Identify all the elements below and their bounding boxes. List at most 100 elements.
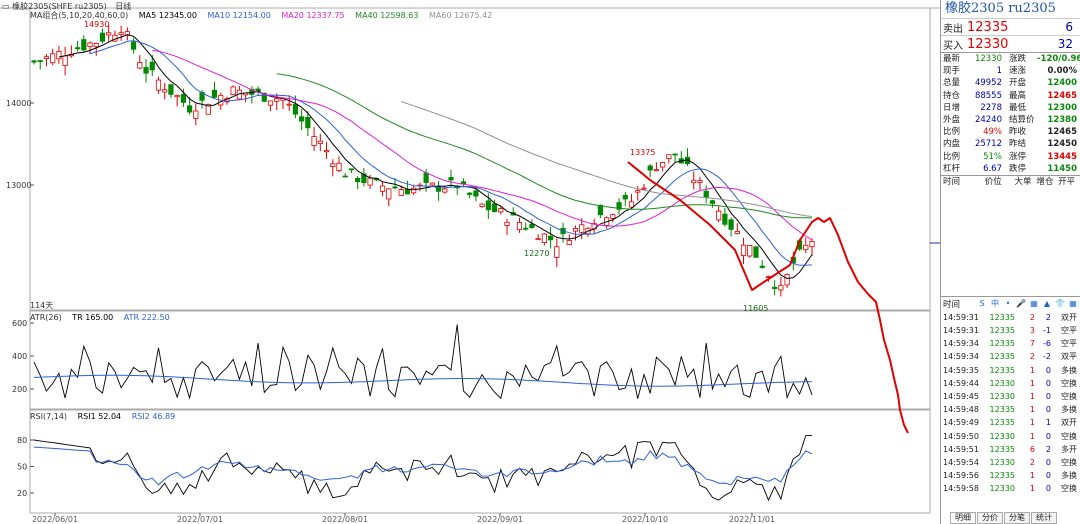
tick-type: 空换 <box>1061 431 1077 441</box>
date-tick-label: 2022/08/01 <box>322 515 368 524</box>
stat-value: 51% <box>983 151 1002 162</box>
candle-body <box>448 177 454 181</box>
tick-row[interactable]: 14:59:56 12335 1 0 多换 <box>941 469 1080 482</box>
drawn-trend-line <box>627 161 909 434</box>
stat-value: 49952 <box>974 78 1002 89</box>
tick-oi-change: 0 <box>1045 484 1051 494</box>
candle-body <box>323 150 330 153</box>
tick-list[interactable]: 14:59:31 12335 2 2 双开 14:59:31 12335 3 -1 空平 14:59… <box>941 311 1080 496</box>
tick-row[interactable]: 14:59:49 12335 1 1 双开 <box>941 416 1080 429</box>
candle-body <box>666 154 672 159</box>
tick-price: 12335 <box>989 339 1015 349</box>
trade-list <box>941 188 1080 296</box>
tick-oi-change: 0 <box>1045 471 1051 481</box>
toolbar-icon[interactable]: 中 <box>991 298 999 308</box>
candle-body <box>137 62 143 69</box>
candle-body <box>193 110 199 119</box>
toolbar-icon[interactable]: 🎤 <box>1016 298 1026 308</box>
stat-key-2: 速涨 <box>1009 66 1027 77</box>
candle-body <box>37 60 43 62</box>
candle-body <box>286 103 292 106</box>
candle-body <box>299 116 305 122</box>
atr-legend-label[interactable]: ATR(26) <box>30 313 62 322</box>
tick-time: 14:59:31 <box>943 312 979 322</box>
toolbar-icon[interactable]: ▦ <box>1030 298 1038 308</box>
stat-value-2: 12465 <box>1047 90 1077 101</box>
tick-type: 多换 <box>1061 365 1077 375</box>
candle-body <box>740 244 747 256</box>
stat-row: 比例 49% 昨收 12465 <box>941 126 1080 138</box>
toolbar-icon[interactable]: 👕 <box>1055 298 1065 308</box>
tick-type: 双开 <box>1061 312 1077 322</box>
chart-period[interactable]: 日线 <box>115 2 132 11</box>
candle-body <box>541 233 547 243</box>
kline-chart-area[interactable]: 14000 13000 14930 13375 12270 11605 114天 600 400… <box>0 0 940 524</box>
tick-row[interactable]: 14:59:58 12330 1 0 空换 <box>941 482 1080 495</box>
stat-row: 比例 51% 涨停 13445 <box>941 151 1080 163</box>
candle-body <box>803 244 809 251</box>
price-tick-label: 14000 <box>6 99 31 108</box>
toolbar-icon[interactable]: ▲ <box>1043 298 1051 308</box>
quote-title: 橡胶2305 ru2305 <box>945 1 1056 16</box>
tab-0[interactable]: 明细 <box>950 512 976 524</box>
tick-row[interactable]: 14:59:50 12330 1 0 空换 <box>941 430 1080 443</box>
stat-value-2: 12400 <box>1047 78 1077 89</box>
candle-body <box>336 162 342 172</box>
tick-row[interactable]: 14:59:45 12330 1 0 空换 <box>941 390 1080 403</box>
tick-row[interactable]: 14:59:34 12335 7 -6 空平 <box>941 337 1080 350</box>
tick-row[interactable]: 14:59:54 12330 2 0 空换 <box>941 456 1080 469</box>
tick-time: 14:59:51 <box>943 444 979 454</box>
candle-body <box>697 180 703 183</box>
candle-body <box>342 175 348 178</box>
candle-body <box>230 86 236 96</box>
candle-body <box>367 177 373 186</box>
tick-row[interactable]: 14:59:35 12335 1 0 多换 <box>941 364 1080 377</box>
candle-body <box>572 227 579 232</box>
buy-row[interactable]: 买入 12330 32 <box>941 35 1080 52</box>
tick-row[interactable]: 14:59:31 12335 2 2 双开 <box>941 311 1080 324</box>
candle-body <box>759 265 765 268</box>
sell-row[interactable]: 卖出 12335 6 <box>941 18 1080 35</box>
date-tick-label: 2022/11/01 <box>729 515 775 524</box>
stat-value-2: -120/0.96% <box>1037 54 1080 64</box>
window-icon: ▭ <box>2 2 13 11</box>
stat-row: 持仓 88555 最高 12465 <box>941 90 1080 102</box>
ma-legend-label[interactable]: MA组合(5,10,20,40,60,0) <box>30 11 129 20</box>
buy-price[interactable]: 12330 <box>967 36 1009 52</box>
rsi-tick-label: 20 <box>17 489 27 498</box>
tick-oi-change: 0 <box>1045 392 1051 401</box>
tick-row[interactable]: 14:59:51 12335 6 2 多开 <box>941 443 1080 456</box>
tick-time: 14:59:50 <box>943 431 979 441</box>
ma5-legend: MA5 12345.00 <box>138 11 197 20</box>
stat-value: 12330 <box>974 54 1002 64</box>
candle-body <box>597 204 603 216</box>
toolbar-icon[interactable]: ▦ <box>1069 298 1077 308</box>
tab-2[interactable]: 分笔 <box>1004 512 1030 524</box>
tab-1[interactable]: 分价 <box>977 512 1003 524</box>
candle-body <box>74 47 81 50</box>
atr-line <box>33 374 812 387</box>
candle-body <box>311 136 317 147</box>
toolbar-icon[interactable]: • <box>1005 298 1011 308</box>
tick-row[interactable]: 14:59:31 12335 3 -1 空平 <box>941 324 1080 337</box>
stat-key-2: 最低 <box>1009 102 1027 113</box>
tick-oi-change: -1 <box>1043 326 1051 336</box>
stat-value: 24240 <box>974 114 1002 125</box>
tick-type: 空换 <box>1061 378 1077 388</box>
tick-price: 12335 <box>989 418 1015 428</box>
tab-3[interactable]: 统计 <box>1031 512 1057 524</box>
candle-body <box>734 231 740 235</box>
tick-oi-change: 0 <box>1045 431 1051 441</box>
tick-row[interactable]: 14:59:34 12335 2 -2 双平 <box>941 350 1080 363</box>
sell-price[interactable]: 12335 <box>967 19 1009 35</box>
candle-body <box>87 42 93 47</box>
stat-value: 88555 <box>974 90 1002 101</box>
tick-time-header: 时间 <box>943 299 961 310</box>
toolbar-icon[interactable]: S <box>979 298 985 308</box>
tick-row[interactable]: 14:59:44 12330 1 0 空换 <box>941 377 1080 390</box>
candle-body <box>641 187 647 190</box>
rsi-legend-label[interactable]: RSI(7,14) <box>30 412 68 421</box>
tick-row[interactable]: 14:59:48 12335 1 0 多换 <box>941 403 1080 416</box>
candle-body <box>610 214 616 219</box>
